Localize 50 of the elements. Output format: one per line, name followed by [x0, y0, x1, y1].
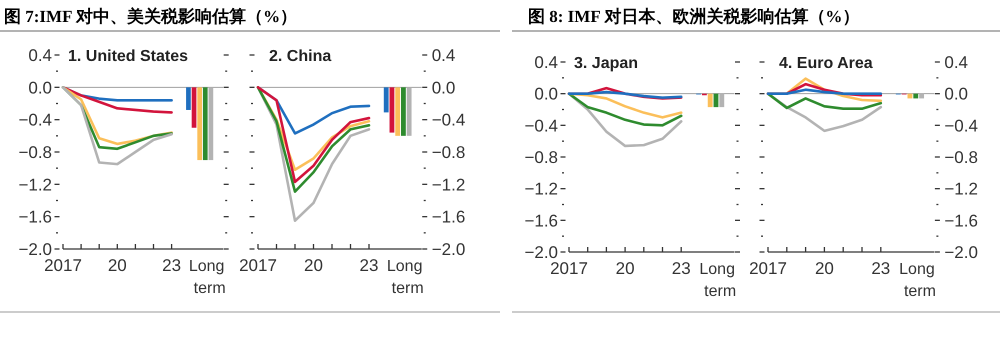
x-tick-label: 23 [672, 259, 691, 278]
y2-tick-label: −1.2 [432, 175, 466, 194]
y-tick-label: −1.6 [524, 211, 558, 230]
y-tick-label: 0.4 [28, 46, 52, 65]
x-tick-label: 2017 [44, 256, 82, 275]
y-tick-label: 0.0 [534, 84, 558, 104]
x-tick-label: Long term [899, 261, 936, 300]
y2-tick-label: −1.6 [432, 208, 466, 227]
y2-tick-label: −1.6 [944, 211, 978, 230]
y2-tick-label: −0.8 [432, 143, 466, 162]
chart-subtitle: 2. China [269, 48, 332, 65]
y-tick-label: −1.2 [18, 175, 52, 194]
y-tick-label: −1.6 [18, 208, 52, 227]
x-tick-label: 23 [360, 256, 378, 275]
chart-subtitle: 1. United States [68, 48, 188, 65]
x-tick-label: Long term [386, 258, 424, 297]
y2-tick-label: −2.0 [944, 243, 978, 262]
y2-tick-label: −0.8 [944, 148, 978, 167]
x-tick-label: 23 [162, 256, 182, 275]
y2-tick-label: −0.4 [432, 110, 466, 130]
y-tick-label: −0.8 [524, 148, 558, 167]
y2-tick-label: 0.0 [432, 78, 456, 98]
y2-tick-label: −2.0 [432, 240, 466, 259]
x-tick-label: 2017 [550, 259, 588, 278]
chart-subtitle: 4. Euro Area [779, 55, 873, 72]
x-tick-label: 2017 [749, 259, 787, 278]
y-tick-label: 0.4 [534, 53, 558, 72]
y-tick-label: −0.8 [18, 143, 52, 162]
y-tick-label: −2.0 [18, 240, 52, 259]
y2-tick-label: −0.4 [944, 116, 978, 136]
x-tick-label: 20 [304, 256, 323, 275]
x-tick-label: 2017 [239, 256, 277, 275]
y-tick-label: −1.2 [524, 180, 558, 199]
chart-subtitle: 3. Japan [574, 55, 638, 72]
x-tick-label: 20 [616, 259, 635, 278]
y2-tick-label: 0.4 [432, 46, 456, 65]
chart-title: 图 7:IMF 对中、美关税影响估算（%） [4, 7, 298, 26]
y2-tick-label: −1.2 [944, 180, 978, 199]
y2-tick-label: 0.4 [944, 53, 968, 72]
x-tick-label: Long term [699, 261, 736, 300]
y-tick-label: 0.0 [28, 78, 52, 98]
y-tick-label: −0.4 [524, 116, 558, 136]
x-tick-label: 20 [814, 259, 834, 278]
y-tick-label: −2.0 [524, 243, 558, 262]
x-tick-label: Long term [188, 258, 226, 297]
x-tick-label: 23 [871, 259, 890, 278]
y2-tick-label: 0.0 [944, 84, 968, 104]
chart-title: 图 8: IMF 对日本、欧洲关税影响估算（%） [528, 7, 860, 26]
y-tick-label: −0.4 [18, 110, 52, 130]
x-tick-label: 20 [108, 256, 127, 275]
